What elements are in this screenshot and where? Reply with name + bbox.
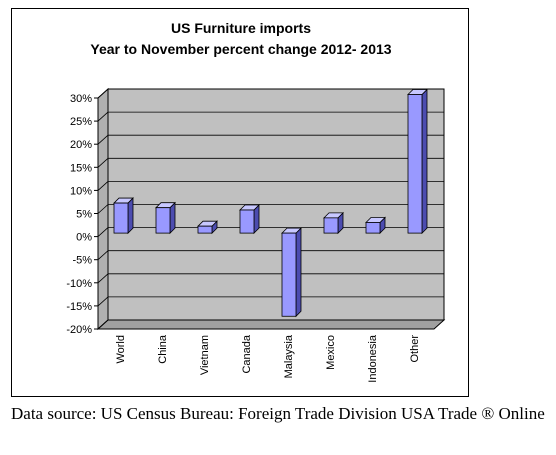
x-tick-label: China [157,334,169,364]
gridline-side [97,111,109,122]
gridline-side [97,273,109,284]
bar-front [113,202,129,234]
bar [407,88,428,235]
bar-side [421,88,428,235]
y-tick-label: -20% [66,324,92,336]
chart-frame: US Furniture imports Year to November pe… [11,8,469,397]
chart-title: US Furniture imports [171,20,311,36]
bars [113,88,428,318]
y-tick-label: 10% [70,185,92,197]
gridline-side [97,88,109,99]
plot-background [96,87,446,331]
y-tick-label: 15% [70,162,92,174]
bar-front [197,225,213,234]
bar [197,220,218,235]
y-tick-label: -10% [66,278,92,290]
gridline-side [97,181,109,191]
x-tick-label: World [115,335,127,364]
bar-front [407,94,423,234]
x-tick-label: Indonesia [367,334,379,383]
chart-subtitle: Year to November percent change 2012- 20… [90,41,391,57]
bar-front [281,232,297,317]
gridlines [97,88,444,330]
x-tick-label: Canada [241,334,253,373]
bar [281,227,302,318]
plot-floor [96,319,446,330]
y-tick-label: 0% [76,232,92,244]
y-tick-label: 20% [70,139,92,151]
bar-front [155,207,171,234]
y-tick-label: 5% [76,209,92,221]
gridline-side [97,204,109,214]
y-tick-label: -15% [66,301,92,313]
y-tick-label: 30% [70,93,92,105]
x-tick-label: Mexico [325,335,337,370]
gridline-side [97,134,109,145]
bar-side [127,197,134,235]
gridline-side [97,296,109,307]
gridline-side [97,319,109,330]
bar [323,211,344,235]
x-axis-labels: World China Vietnam Canada Malaysia Mexico Ind… [115,334,421,383]
y-axis: 30% 25% 20% 15% 10% 5% 0% -5% -10% -15% -20% [66,93,99,336]
bar [365,216,386,235]
bar-side [295,227,302,318]
x-tick-label: Other [409,335,421,363]
data-source-caption: Data source: US Census Bureau: Foreign T… [11,404,545,423]
bar-front [239,209,255,234]
chart: US Furniture imports Year to November pe… [66,20,446,383]
gridline-side [97,227,109,237]
x-tick-label: Malaysia [283,334,295,378]
x-tick-label: Vietnam [199,335,211,375]
y-tick-label: 25% [70,116,92,128]
bar [113,197,134,235]
bar-front [323,217,339,234]
bar [239,204,260,235]
gridline-side [97,250,109,260]
bar [155,201,176,235]
bar-front [365,222,381,234]
y-tick-label: -5% [72,255,92,267]
gridline-side [97,158,109,168]
